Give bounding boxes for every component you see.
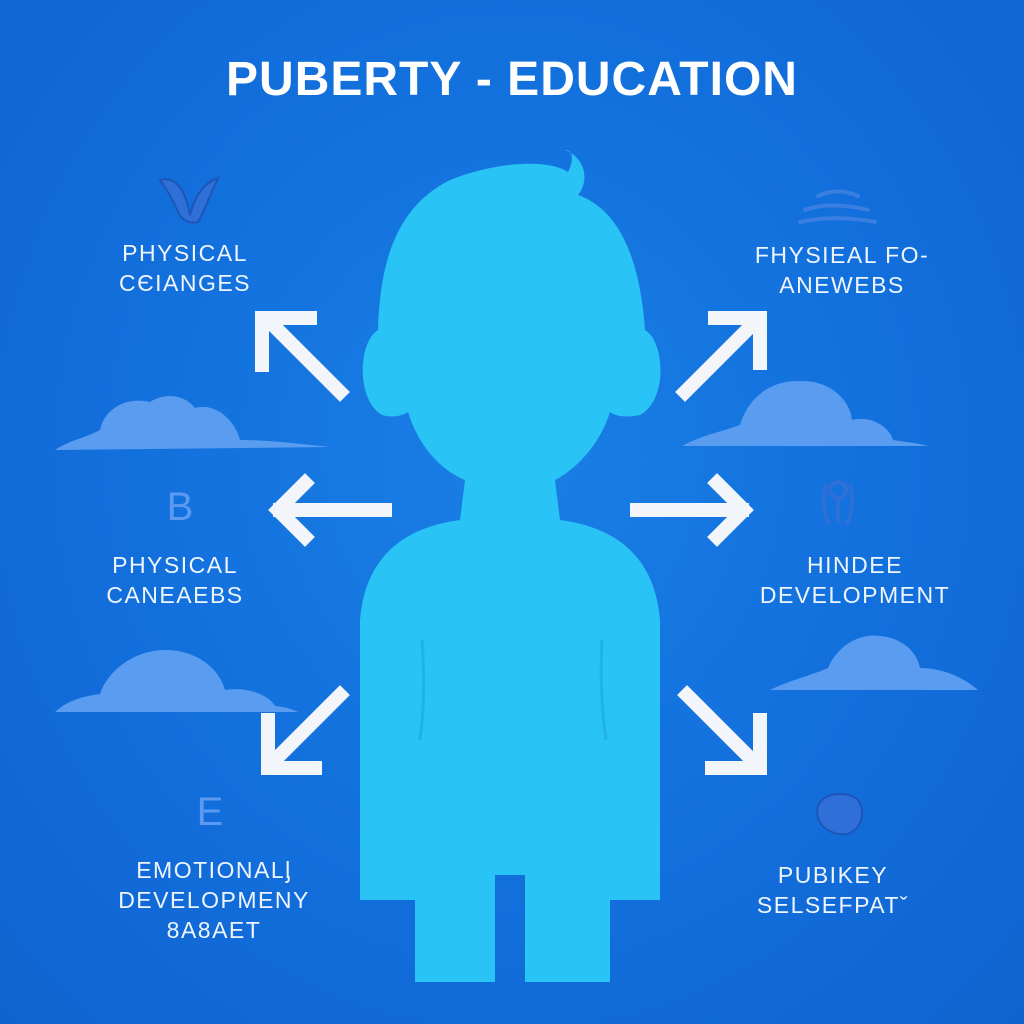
topic-line: 8A8AET: [166, 917, 262, 943]
topic-bottom-right: PUBIKEY SELSEFPATˇ: [683, 860, 983, 920]
bird-icon: [158, 176, 220, 224]
arrow-up-right: [675, 311, 767, 402]
topic-line: ANEWEBS: [779, 272, 905, 298]
arrow-right: [630, 473, 754, 547]
letter-e: E: [196, 790, 224, 834]
topic-line: PHYSICAL: [122, 240, 248, 266]
circle-icon: [816, 793, 864, 836]
figure-icon: [821, 480, 855, 527]
cloud-bottom-left: [55, 650, 298, 712]
arrow-down-left: [261, 685, 350, 775]
topic-line: HINDEE: [807, 552, 903, 578]
topic-line: PHYSICAL: [112, 552, 238, 578]
topic-line: CANEAEBS: [106, 582, 244, 608]
topic-top-right: FHYSIEAL FO- ANEWEBS: [692, 240, 992, 300]
topic-mid-left: PHYSICAL CANEAEBS: [25, 550, 325, 610]
cloud-bottom-right: [770, 635, 978, 690]
topic-line: DEVELOPMENY: [118, 887, 310, 913]
child-silhouette: [360, 150, 661, 982]
silhouette-arm-lines: [418, 639, 608, 741]
letter-b: B: [166, 485, 194, 529]
cloud-top-right: [682, 380, 928, 446]
topic-line: PUBIKEY: [777, 862, 889, 888]
topic-top-left: PHYSICAL CЄIANGES: [35, 238, 335, 298]
arrow-down-right: [677, 685, 767, 775]
topic-line: CЄIANGES: [118, 270, 252, 296]
topic-mid-right: HINDEE DEVELOPMENT: [705, 550, 1005, 610]
arrow-left: [268, 473, 392, 547]
page-title: PUBERTY - EDUCATION: [226, 53, 798, 106]
cloud-top-left: [55, 396, 330, 450]
arrow-up-left: [255, 311, 350, 402]
topic-line: DEVELOPMENT: [759, 582, 951, 608]
topic-line: SELSEFPATˇ: [756, 892, 910, 918]
topic-bottom-left: EMOTIONALᶅ DEVELOPMENY 8A8AET: [64, 855, 364, 945]
topic-line: FHYSIEAL FO-: [754, 242, 930, 268]
wave-icon: [798, 189, 877, 224]
topic-line: EMOTIONALᶅ: [136, 857, 292, 883]
